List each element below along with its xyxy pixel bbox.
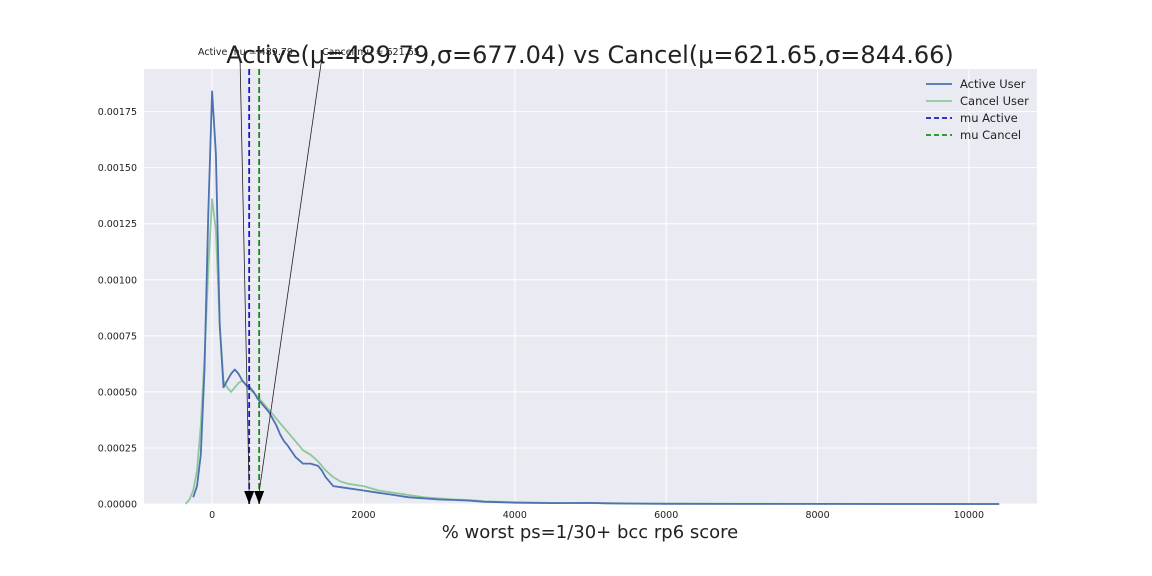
series-line-active-user [192, 90, 1000, 505]
y-tick-labels: 0.00000 0.00025 0.00050 0.00075 0.00100 0.001… [98, 107, 137, 510]
y-tick-label: 0.00150 [98, 163, 137, 174]
x-axis-label: % worst ps=1/30+ bcc rp6 score [442, 522, 739, 543]
grid [144, 69, 1037, 505]
y-tick-label: 0.00075 [98, 331, 137, 342]
legend-label: mu Cancel [960, 128, 1021, 142]
annotation-arrow-head [254, 491, 265, 504]
x-tick-labels: 0 2000 4000 6000 8000 10000 [209, 510, 984, 521]
annotation-arrow-line [239, 56, 250, 493]
y-tick-label: 0.00025 [98, 443, 137, 454]
y-tick-label: 0.00050 [98, 387, 137, 398]
y-tick-label: 0.00175 [98, 107, 137, 118]
annotation-text: Cancel mu = 621.65 [322, 47, 420, 58]
legend-label: mu Active [960, 111, 1018, 125]
chart-title: Active(μ=489.79,σ=677.04) vs Cancel(μ=62… [226, 41, 954, 69]
x-tick-label: 4000 [503, 510, 527, 521]
legend: Active User Cancel User mu Active mu Cancel [926, 77, 1029, 142]
series-lines [184, 90, 1000, 505]
legend-label: Cancel User [960, 94, 1029, 108]
x-tick-label: 0 [209, 510, 215, 521]
annotation-text: Active mu = 489.79 [198, 47, 293, 58]
mean-lines [248, 69, 261, 504]
y-tick-label: 0.00125 [98, 219, 137, 230]
x-tick-label: 6000 [654, 510, 678, 521]
x-tick-label: 8000 [805, 510, 829, 521]
annotation-arrow-line [258, 56, 323, 493]
y-tick-label: 0.00000 [98, 500, 137, 511]
annotations: Active mu = 489.79 Cancel mu = 621.65 [198, 47, 420, 504]
plot-background [144, 69, 1037, 504]
x-tick-label: 2000 [351, 510, 375, 521]
x-tick-label: 10000 [954, 510, 984, 521]
legend-label: Active User [960, 77, 1026, 91]
y-tick-label: 0.00100 [98, 275, 137, 286]
annotation-arrow-head [244, 491, 255, 504]
